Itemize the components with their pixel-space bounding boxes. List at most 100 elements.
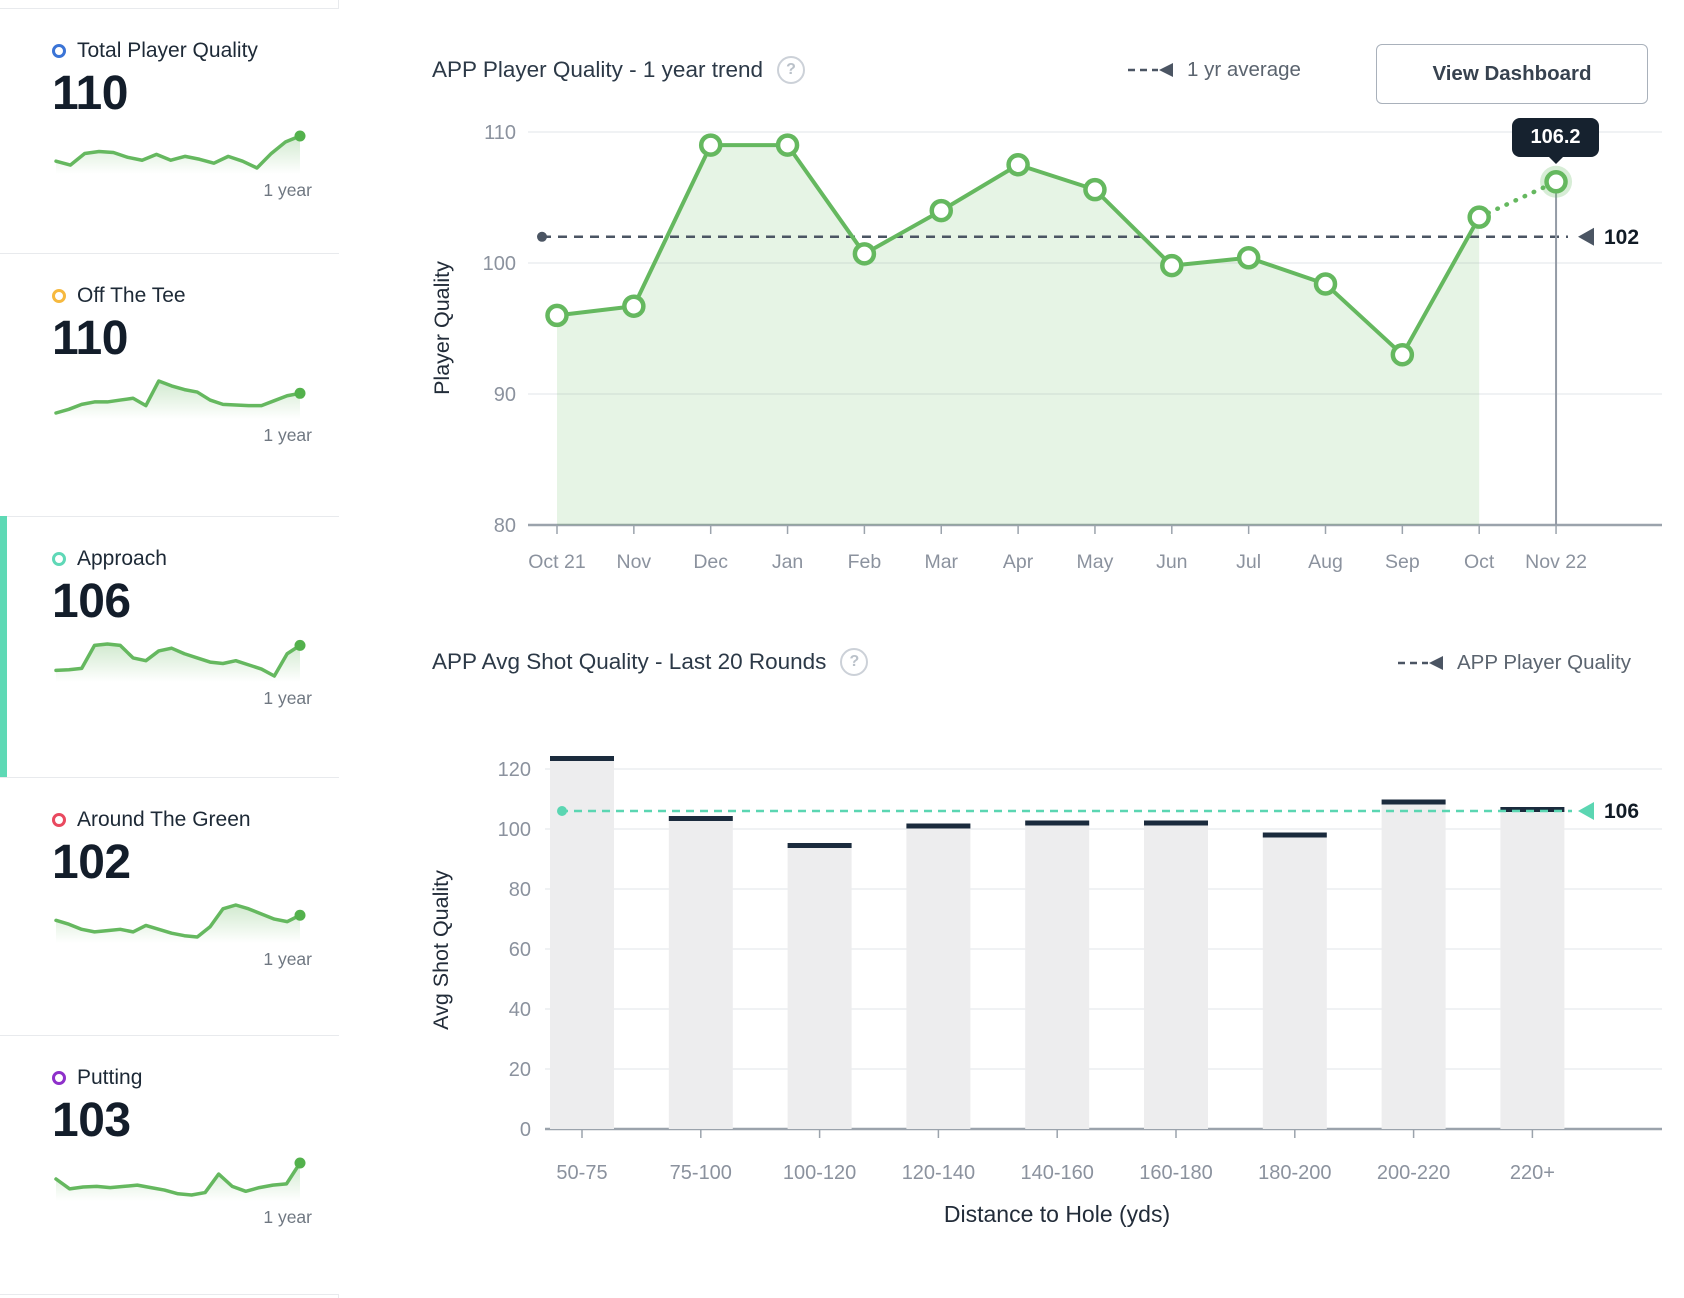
chart-text: 0 (520, 1119, 531, 1141)
chart-text: Sep (1385, 551, 1420, 573)
chart-text: Oct (1464, 551, 1495, 573)
trend-data-point[interactable] (775, 133, 800, 157)
trend-data-point[interactable] (1390, 342, 1415, 367)
sparkline-line (54, 1161, 302, 1197)
trend-data-point[interactable] (852, 242, 877, 266)
bar-cap (1025, 820, 1090, 826)
bar-cap (787, 843, 852, 848)
trend-data-point[interactable] (1006, 153, 1030, 177)
metric-ring-icon (52, 552, 66, 566)
sidebar-card-off-the-tee[interactable]: Off The Tee 110 1 year (0, 253, 339, 516)
view-dashboard-button[interactable]: View Dashboard (1376, 44, 1648, 104)
sparkline (54, 1157, 306, 1201)
bar[interactable] (1144, 823, 1208, 1129)
trend-data-point[interactable] (1236, 246, 1261, 270)
chart-text: 180-200 (1258, 1162, 1331, 1184)
trend-data-point[interactable] (1160, 253, 1184, 278)
chart-text: Avg Shot Quality (429, 870, 453, 1030)
chart-text: 100-120 (783, 1162, 856, 1184)
dashed-line-marker-icon (1128, 63, 1173, 77)
sparkline (54, 639, 306, 682)
bar[interactable] (668, 818, 733, 1130)
bar[interactable] (906, 826, 971, 1129)
sparkline-fill (56, 136, 300, 174)
chart-text: 120-140 (902, 1162, 975, 1184)
metric-value: 103 (52, 1094, 131, 1147)
bar[interactable] (1025, 823, 1090, 1129)
reference-line-start-dot (557, 806, 567, 816)
chart-text: 60 (509, 939, 531, 961)
period-label: 1 year (263, 1207, 312, 1227)
chart-text: 40 (509, 999, 531, 1021)
card-header: Off The Tee (52, 284, 317, 308)
trend-data-point[interactable] (545, 303, 569, 328)
trend-area-fill (557, 145, 1480, 525)
chart-text: 110 (484, 122, 516, 144)
chart-text: Feb (848, 551, 882, 573)
trend-chart-title: APP Player Quality - 1 year trend (432, 57, 763, 82)
chart-text: 120 (498, 759, 531, 781)
chart-text: 220+ (1510, 1162, 1555, 1184)
data-point-tooltip: 106.2 (1512, 118, 1599, 164)
period-label: 1 year (263, 949, 312, 969)
bar[interactable] (1381, 802, 1446, 1129)
bar-chart-legend-label: APP Player Quality (1457, 651, 1631, 674)
sparkline-end-dot (294, 387, 306, 399)
chart-text: Jul (1236, 551, 1261, 573)
chart-text: 20 (509, 1059, 531, 1081)
sidebar-card-around-the-green[interactable]: Around The Green 102 1 year (0, 777, 339, 1035)
trend-data-point[interactable] (1467, 205, 1491, 229)
trend-data-point[interactable] (698, 133, 723, 157)
sidebar-card-total-player-quality[interactable]: Total Player Quality 110 1 year (0, 8, 339, 253)
bar-cap (550, 756, 614, 761)
metric-ring-icon (52, 1071, 66, 1085)
sidebar-card-approach[interactable]: Approach 106 1 year (0, 516, 339, 777)
sparkline (54, 130, 306, 174)
chart-text: Dec (693, 551, 728, 573)
bar-cap (668, 816, 733, 821)
period-label: 1 year (263, 425, 312, 445)
trend-data-point[interactable] (622, 294, 646, 318)
metric-value: 102 (52, 836, 131, 889)
chart-text: Jun (1156, 551, 1187, 573)
chart-text: 50-75 (556, 1162, 607, 1184)
chart-text: Apr (1003, 551, 1034, 573)
bar-chart-title: APP Avg Shot Quality - Last 20 Rounds (432, 649, 827, 674)
trend-data-point[interactable] (1083, 177, 1107, 202)
sidebar-card-putting[interactable]: Putting 103 1 year (0, 1035, 339, 1295)
metric-label: Approach (77, 547, 167, 570)
bar-chart-title-row: APP Avg Shot Quality - Last 20 Rounds ? (432, 648, 869, 676)
average-line-start-dot (537, 231, 547, 242)
bar[interactable] (1500, 809, 1565, 1130)
trend-chart-title-row: APP Player Quality - 1 year trend ? (432, 56, 805, 84)
chart-text: 160-180 (1139, 1162, 1212, 1184)
metric-ring-icon (52, 44, 66, 58)
trend-data-point[interactable] (929, 198, 953, 223)
period-label: 1 year (263, 180, 312, 200)
sparkline-line (54, 642, 302, 678)
chart-text: Player Quality (430, 261, 454, 395)
sparkline-fill (56, 1163, 300, 1201)
trend-data-point[interactable] (1313, 272, 1338, 296)
sparkline-line (54, 379, 302, 415)
metric-value: 110 (52, 67, 128, 120)
sparkline-fill (56, 644, 300, 682)
bar[interactable] (1262, 835, 1327, 1129)
trend-data-point[interactable] (1544, 170, 1568, 194)
chart-text: Nov 22 (1525, 551, 1587, 573)
bar-chart-legend: APP Player Quality (1398, 651, 1631, 675)
chart-text: Nov (617, 551, 652, 573)
chart-text: 80 (509, 879, 531, 901)
bar[interactable] (550, 758, 614, 1130)
help-icon[interactable]: ? (777, 56, 805, 84)
bar[interactable] (787, 845, 852, 1130)
trend-chart: 80 90 100 110 Oct 21 Nov Dec Jan Feb Mar Apr May Jun… (430, 122, 1662, 573)
help-icon[interactable]: ? (840, 648, 869, 676)
bar-cap (1381, 799, 1446, 805)
card-header: Total Player Quality (52, 39, 317, 63)
sparkline-line (54, 903, 302, 939)
trend-legend-label: 1 yr average (1187, 58, 1301, 81)
chart-text: Oct 21 (528, 551, 585, 573)
chart-text: May (1077, 551, 1114, 573)
